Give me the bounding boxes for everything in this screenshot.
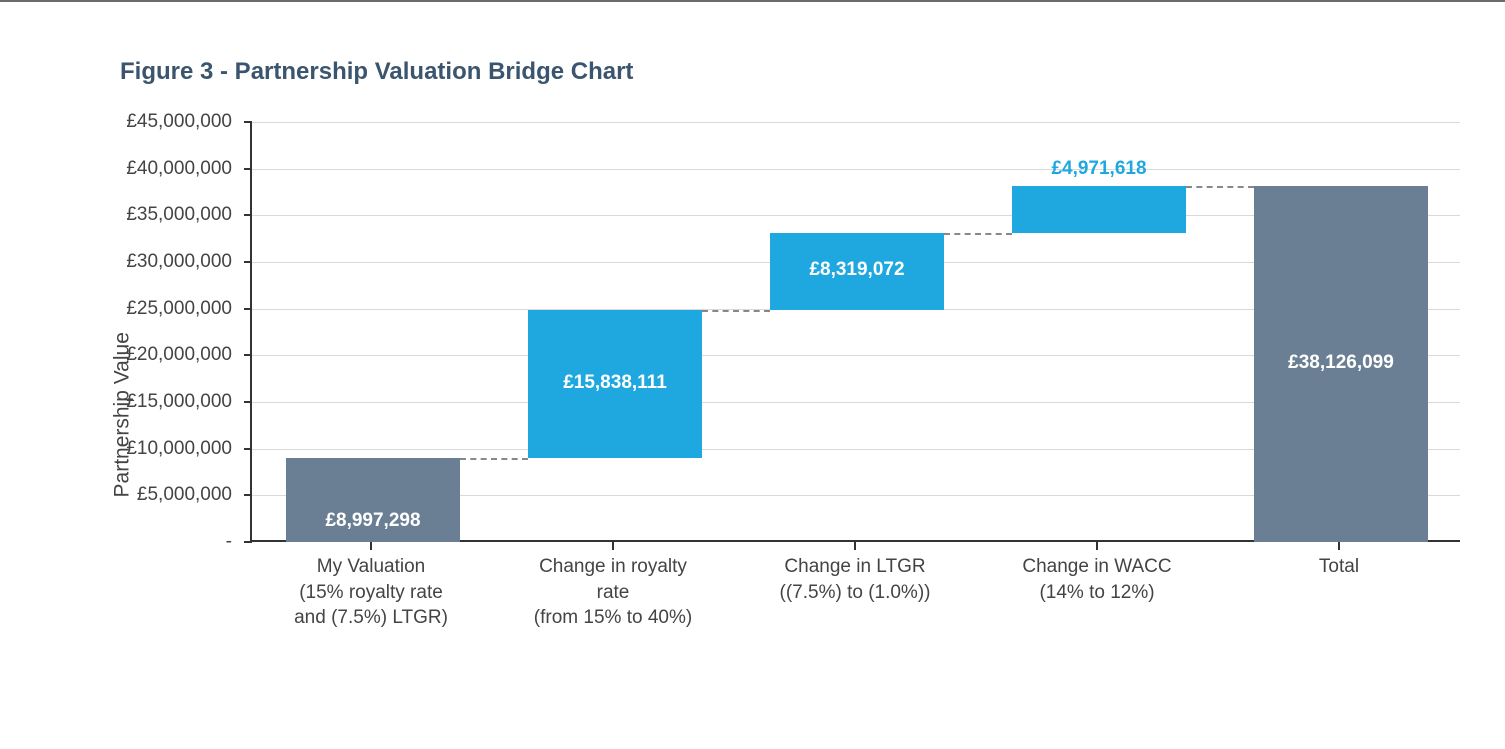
x-category-label: Change in WACC(14% to 12%): [976, 554, 1218, 605]
y-tick-label: £45,000,000: [126, 111, 232, 133]
waterfall-connector: [944, 233, 1012, 235]
waterfall-connector: [460, 458, 528, 460]
gridline: [252, 122, 1460, 123]
y-tick: [244, 494, 252, 496]
x-tick: [370, 542, 372, 550]
y-tick-label: £30,000,000: [126, 251, 232, 273]
y-tick-label: £10,000,000: [126, 438, 232, 460]
x-axis-labels: My Valuation(15% royalty rateand (7.5%) …: [250, 554, 1460, 714]
y-tick-label: £20,000,000: [126, 344, 232, 366]
y-axis-labels: -£5,000,000£10,000,000£15,000,000£20,000…: [100, 122, 240, 542]
plot-area: £8,997,298 £15,838,111 £8,319,072 £4,971,61…: [250, 122, 1460, 542]
y-tick-label: £40,000,000: [126, 158, 232, 180]
waterfall-bar: £8,997,298: [286, 458, 460, 542]
x-category-label: Change in LTGR((7.5%) to (1.0%)): [734, 554, 976, 605]
waterfall-bar: £38,126,099: [1254, 186, 1428, 542]
bar-value-label: £4,971,618: [1012, 158, 1186, 180]
y-tick: [244, 541, 252, 543]
page-container: Figure 3 - Partnership Valuation Bridge …: [0, 0, 1505, 749]
waterfall-connector: [1186, 186, 1254, 188]
bar-value-label: £15,838,111: [528, 372, 702, 394]
gridline: [252, 169, 1460, 170]
y-tick-label: £15,000,000: [126, 391, 232, 413]
waterfall-connector: [702, 310, 770, 312]
x-tick: [612, 542, 614, 550]
y-tick-label: -: [226, 531, 232, 553]
waterfall-bar: [1012, 186, 1186, 232]
waterfall-bar: £15,838,111: [528, 310, 702, 458]
y-tick: [244, 401, 252, 403]
x-tick: [1338, 542, 1340, 550]
x-tick: [854, 542, 856, 550]
x-category-label: My Valuation(15% royalty rateand (7.5%) …: [250, 554, 492, 631]
x-category-label: Total: [1218, 554, 1460, 580]
y-tick: [244, 308, 252, 310]
y-tick: [244, 354, 252, 356]
y-tick-label: £25,000,000: [126, 298, 232, 320]
y-tick-label: £35,000,000: [126, 204, 232, 226]
waterfall-bar: £8,319,072: [770, 233, 944, 311]
y-tick: [244, 261, 252, 263]
x-tick: [1096, 542, 1098, 550]
bar-value-label: £8,319,072: [770, 259, 944, 281]
y-tick: [244, 448, 252, 450]
y-tick: [244, 168, 252, 170]
y-tick: [244, 214, 252, 216]
y-tick: [244, 121, 252, 123]
bar-value-label: £8,997,298: [286, 510, 460, 532]
chart-wrap: Partnership Value -£5,000,000£10,000,000…: [40, 122, 1480, 722]
bar-value-label: £38,126,099: [1254, 352, 1428, 374]
y-tick-label: £5,000,000: [137, 484, 232, 506]
x-category-label: Change in royaltyrate(from 15% to 40%): [492, 554, 734, 631]
chart-title: Figure 3 - Partnership Valuation Bridge …: [120, 58, 633, 86]
